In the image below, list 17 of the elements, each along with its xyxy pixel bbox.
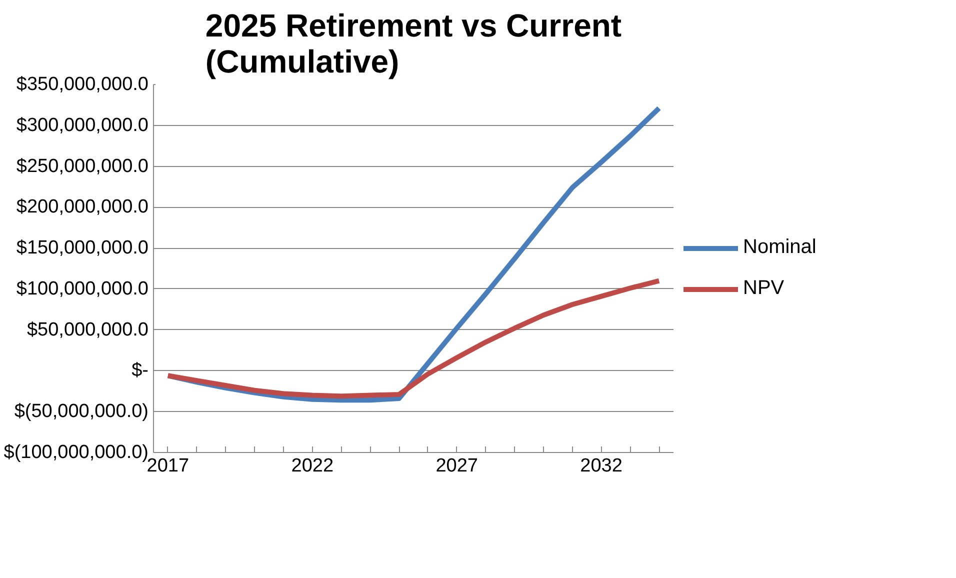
y-tick-label: $50,000,000.0 [26,319,149,340]
legend-label: Nominal [743,236,816,259]
x-tick-label: 2032 [580,456,622,476]
y-tick-label: $(100,000,000.0) [4,442,149,463]
y-tick-label: $250,000,000.0 [16,156,149,177]
x-tick-label: 2027 [436,456,478,476]
x-tick-label: 2017 [146,456,190,476]
chart-title: 2025 Retirement vs Current (Cumulative) [205,8,622,80]
y-tick-label: $150,000,000.0 [16,238,149,259]
y-tick-label: $100,000,000.0 [16,278,149,300]
legend-label: NPV [743,277,784,300]
y-tick-label: $200,000,000.0 [16,196,149,218]
y-tick-label: $350,000,000.0 [16,74,149,95]
x-tick-label: 2022 [291,456,334,476]
y-tick-label: $300,000,000.0 [16,114,149,136]
y-tick-label: $(50,000,000.0) [14,401,149,422]
y-tick-label: $- [132,360,149,382]
